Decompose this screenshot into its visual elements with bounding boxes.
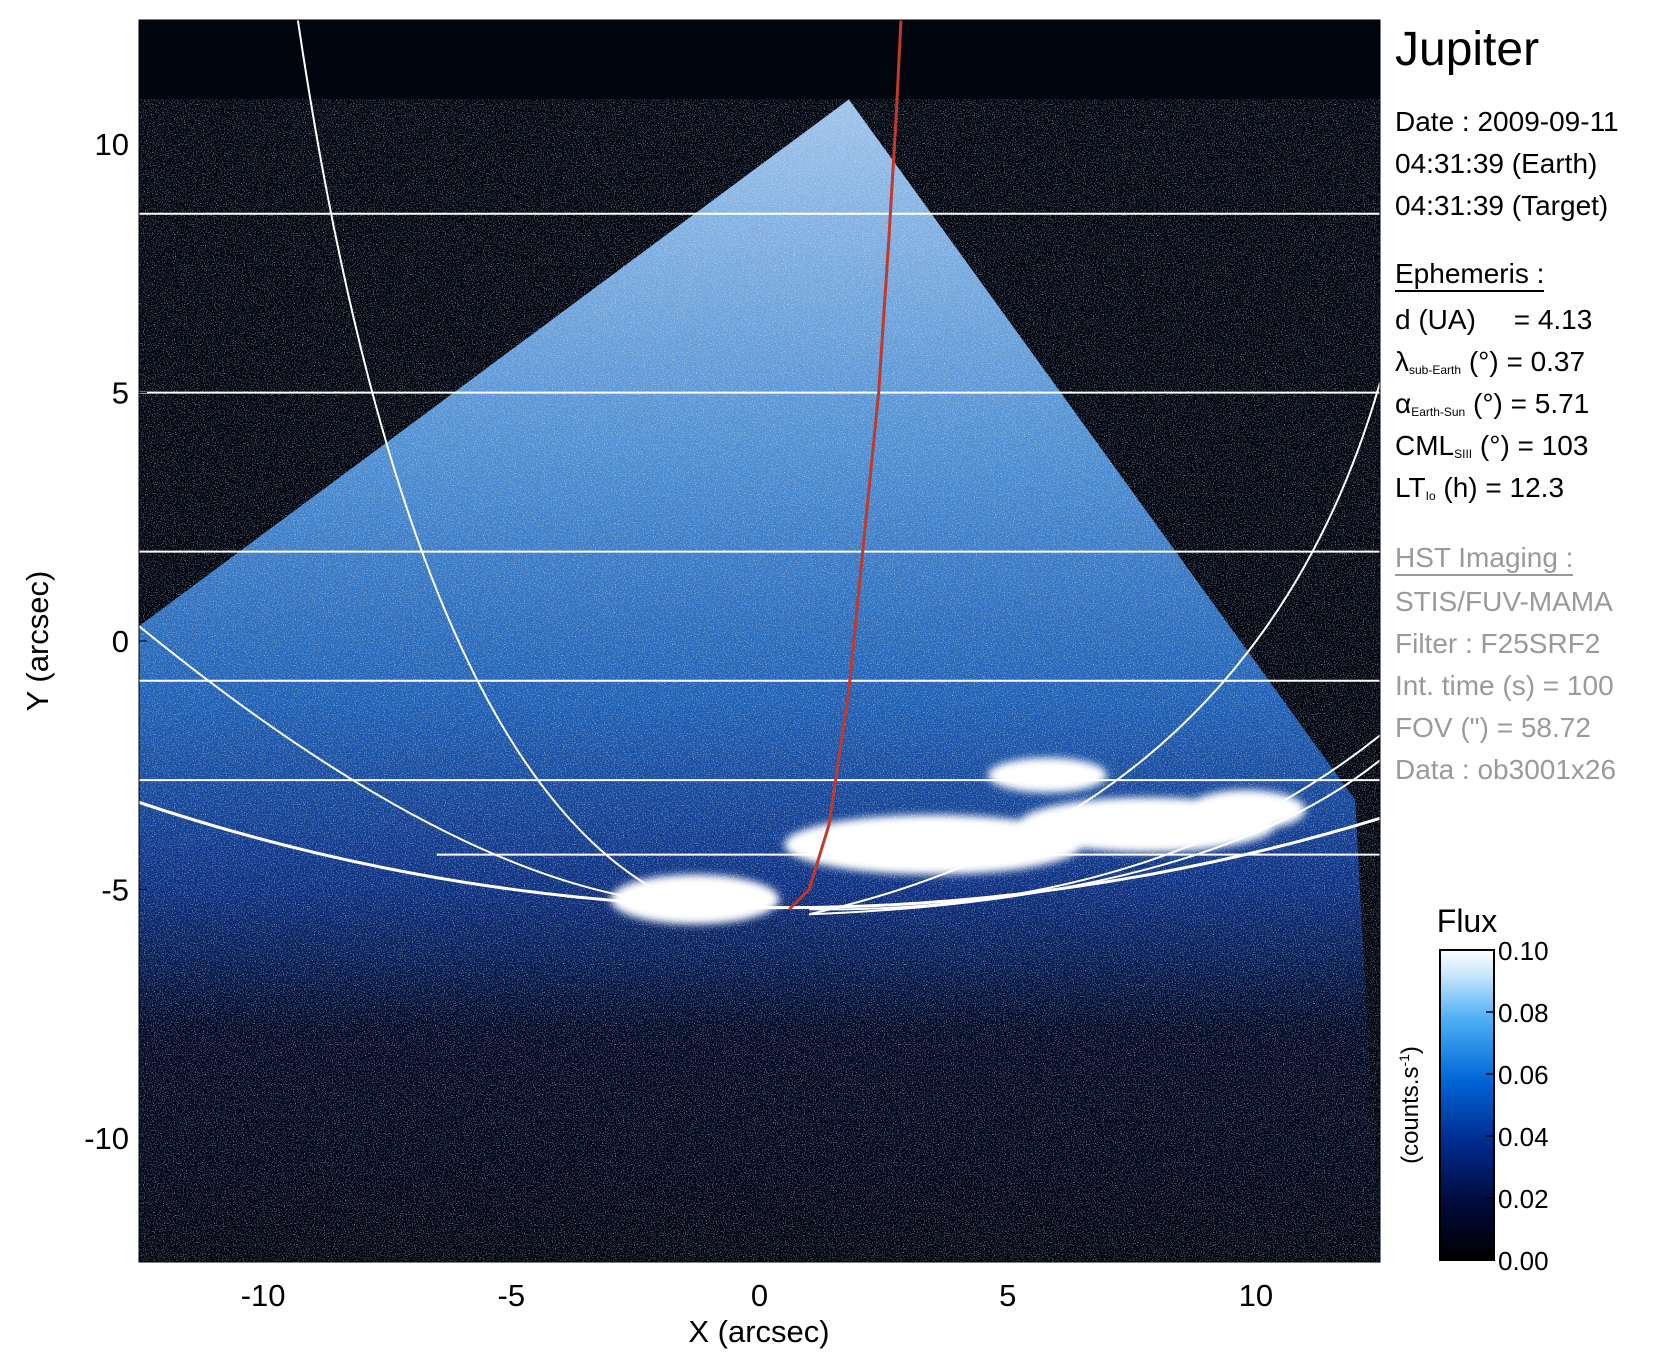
y-tick-label: 0 xyxy=(112,624,129,659)
x-tick-label: -10 xyxy=(241,1278,286,1313)
y-tick-label: 10 xyxy=(95,127,129,162)
colorbar-tick-label: 0.00 xyxy=(1498,1246,1549,1276)
auroral-spot xyxy=(1186,790,1306,830)
alpha-row: αEarth-Sun (°) = 5.71 xyxy=(1395,388,1590,419)
x-tick-label: 5 xyxy=(999,1278,1016,1313)
cml-symbol: CML xyxy=(1395,430,1455,461)
distance-row: d (UA) = 4.13 xyxy=(1395,306,1592,334)
io-footprint-curve xyxy=(788,20,903,911)
auroral-spot xyxy=(610,874,780,925)
colorbar-tick-label: 0.06 xyxy=(1498,1060,1549,1090)
colorbar-tick-label: 0.08 xyxy=(1498,998,1549,1028)
x-tick-label: -5 xyxy=(498,1278,526,1313)
data-id: Data : ob3001x26 xyxy=(1395,754,1617,785)
cml-value: (°) = 103 xyxy=(1479,430,1589,461)
auroral-spot xyxy=(987,757,1107,793)
lt-row: LTIo (h) = 12.3 xyxy=(1395,472,1565,503)
distance-label: d (UA) xyxy=(1395,304,1476,335)
earth-time: 04:31:39 (Earth) xyxy=(1395,148,1598,179)
alpha-subscript: Earth-Sun xyxy=(1411,405,1466,419)
auroral-spot xyxy=(784,814,1083,875)
cml-subscript: SIII xyxy=(1454,447,1473,461)
distance-value: = 4.13 xyxy=(1513,304,1593,335)
colorbar-tick-label: 0.02 xyxy=(1498,1184,1549,1214)
meridian-arc xyxy=(809,759,1380,916)
filter: Filter : F25SRF2 xyxy=(1395,628,1601,659)
colorbar-tick-label: 0.04 xyxy=(1498,1122,1549,1152)
cml-row: CMLSIII (°) = 103 xyxy=(1395,430,1589,461)
ephemeris-header-text: Ephemeris : xyxy=(1395,260,1545,292)
lt-value: (h) = 12.3 xyxy=(1443,472,1565,503)
x-tick-label: 0 xyxy=(751,1278,768,1313)
planet-limb xyxy=(139,800,1380,909)
colorbar-tick-label: 0.10 xyxy=(1498,936,1549,966)
instrument: STIS/FUV-MAMA xyxy=(1395,586,1613,617)
colorbar-label: (counts.s-1) xyxy=(1396,1046,1424,1164)
meridian-arc xyxy=(296,20,686,906)
meridian-arc xyxy=(809,734,1380,911)
hst-header-text: HST Imaging : xyxy=(1395,544,1574,576)
alpha-value: (°) = 5.71 xyxy=(1473,388,1590,419)
meridian-arc xyxy=(808,382,1380,916)
lambda-subscript: sub-Earth xyxy=(1409,363,1462,377)
date-line: Date : 2009-09-11 xyxy=(1395,106,1619,137)
y-tick-label: -5 xyxy=(101,872,129,907)
hst-header: HST Imaging : xyxy=(1395,544,1574,576)
lambda-value: (°) = 0.37 xyxy=(1468,346,1586,377)
colorbar xyxy=(1439,949,1495,1261)
target-time: 04:31:39 (Target) xyxy=(1395,190,1609,221)
y-tick-label: 5 xyxy=(112,376,129,411)
field-of-view: FOV (") = 58.72 xyxy=(1395,712,1591,743)
lambda-row: λsub-Earth (°) = 0.37 xyxy=(1395,346,1586,377)
y-axis-label: Y (arcsec) xyxy=(20,571,55,712)
lt-symbol: LT xyxy=(1395,472,1426,503)
lambda-symbol: λ xyxy=(1395,346,1409,377)
target-name: Jupiter xyxy=(1395,23,1540,76)
alpha-symbol: α xyxy=(1395,388,1412,419)
ephemeris-header: Ephemeris : xyxy=(1395,260,1545,292)
colorbar-title: Flux xyxy=(1437,903,1497,939)
x-axis-label: X (arcsec) xyxy=(688,1314,829,1349)
y-tick-label: -10 xyxy=(84,1121,129,1156)
meridian-arc xyxy=(139,625,686,906)
lt-subscript: Io xyxy=(1425,489,1436,503)
integration-time: Int. time (s) = 100 xyxy=(1395,670,1614,701)
x-tick-label: 10 xyxy=(1239,1278,1273,1313)
